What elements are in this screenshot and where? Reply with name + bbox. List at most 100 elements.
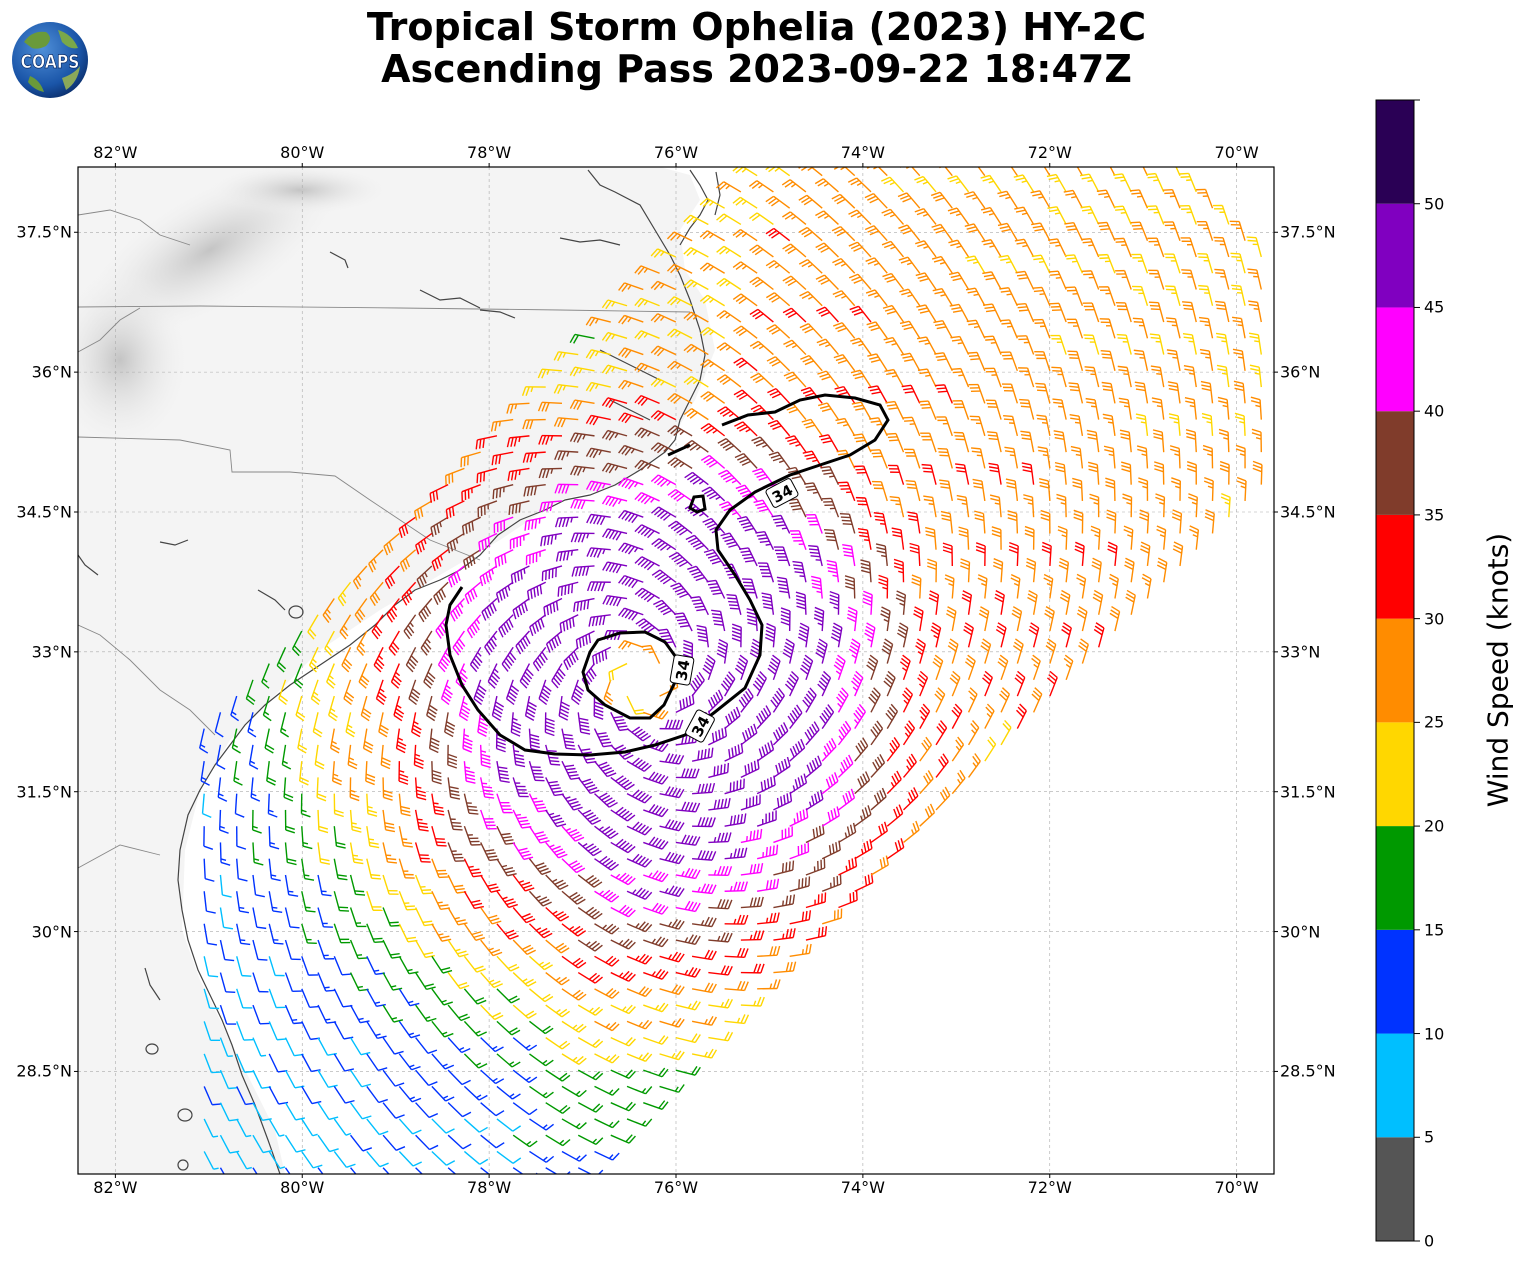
wind-barb bbox=[738, 688, 754, 713]
wind-barb bbox=[683, 279, 709, 291]
wind-barb bbox=[934, 687, 946, 713]
wind-barb bbox=[805, 789, 824, 811]
wind-barb bbox=[573, 597, 595, 613]
wind-barb bbox=[1232, 348, 1246, 371]
wind-barb bbox=[1199, 348, 1214, 371]
wind-barb bbox=[411, 712, 422, 738]
wind-barb bbox=[992, 558, 1004, 583]
wind-barb bbox=[1152, 429, 1165, 453]
wind-barb bbox=[782, 211, 807, 225]
wind-barb bbox=[1098, 286, 1116, 306]
wind-barb bbox=[1235, 444, 1246, 469]
wind-barb bbox=[999, 687, 1011, 713]
wind-barb bbox=[1013, 174, 1035, 193]
wind-barb bbox=[789, 943, 812, 957]
wind-barb bbox=[870, 754, 886, 778]
colorbar-tick-label: 40 bbox=[1424, 401, 1445, 421]
wind-barb bbox=[561, 858, 586, 874]
wind-barb bbox=[1165, 285, 1181, 306]
wind-barb bbox=[936, 416, 953, 437]
wind-barb bbox=[1196, 221, 1214, 241]
wind-barb bbox=[716, 277, 742, 291]
wind-barb bbox=[284, 809, 295, 834]
wind-barb bbox=[643, 836, 669, 850]
wind-barb bbox=[820, 465, 840, 485]
wind-barb bbox=[952, 400, 970, 420]
wind-barb bbox=[1069, 414, 1084, 436]
wind-barb bbox=[867, 353, 888, 372]
wind-barb bbox=[301, 891, 316, 913]
wind-barb bbox=[561, 890, 586, 905]
wind-barb bbox=[818, 434, 840, 453]
wind-barb bbox=[757, 878, 780, 892]
wind-barb bbox=[757, 562, 775, 583]
wind-barb bbox=[538, 434, 562, 445]
wind-barb bbox=[553, 351, 579, 362]
wind-barb bbox=[749, 340, 774, 356]
wind-barb bbox=[898, 224, 921, 242]
wind-barb bbox=[230, 695, 239, 722]
wind-barb bbox=[1003, 414, 1019, 437]
wind-barb bbox=[982, 670, 993, 697]
wind-barb bbox=[356, 630, 368, 656]
wind-barb bbox=[199, 728, 209, 754]
wind-barb bbox=[692, 817, 716, 828]
wind-barb bbox=[994, 590, 1005, 615]
wind-barb bbox=[203, 1086, 222, 1106]
wind-barb bbox=[618, 444, 644, 456]
wind-barb bbox=[724, 980, 749, 992]
wind-barb bbox=[496, 1150, 522, 1164]
wind-barb bbox=[985, 399, 1002, 420]
wind-barb bbox=[333, 956, 352, 976]
wind-barb bbox=[545, 1134, 571, 1147]
wind-barb bbox=[951, 367, 970, 388]
wind-barb bbox=[1109, 605, 1121, 632]
wind-barb bbox=[934, 352, 953, 372]
wind-barb bbox=[463, 858, 483, 878]
wind-barbs bbox=[199, 167, 1263, 1174]
wind-barb bbox=[805, 513, 823, 534]
wind-barb bbox=[848, 241, 872, 258]
wind-barb bbox=[594, 1020, 620, 1032]
wind-barb bbox=[203, 1021, 221, 1042]
wind-barb bbox=[529, 988, 554, 1003]
wind-barb bbox=[734, 654, 749, 681]
wind-barb bbox=[431, 1118, 455, 1134]
wind-barb bbox=[707, 689, 724, 713]
lat-tick-label-right: 36°N bbox=[1280, 362, 1321, 382]
wind-barb bbox=[203, 826, 214, 850]
wind-barb bbox=[347, 744, 358, 770]
wind-barb bbox=[837, 720, 852, 746]
wind-barb bbox=[509, 532, 530, 550]
wind-barb bbox=[216, 744, 226, 770]
wind-barb bbox=[955, 463, 970, 485]
wind-barb bbox=[1047, 238, 1067, 258]
wind-barb bbox=[951, 736, 965, 762]
wind-barb bbox=[383, 532, 400, 556]
wind-barb bbox=[490, 418, 514, 432]
wind-barb bbox=[1189, 525, 1200, 550]
wind-barb bbox=[895, 590, 907, 615]
wind-barb bbox=[821, 874, 842, 892]
wind-barb bbox=[569, 366, 595, 377]
wind-barb bbox=[203, 988, 220, 1010]
wind-barb bbox=[1185, 428, 1197, 453]
wind-barb bbox=[284, 972, 302, 993]
wind-barb bbox=[675, 934, 701, 945]
wind-barb bbox=[1121, 461, 1132, 485]
wind-barb bbox=[236, 1021, 254, 1041]
wind-barb bbox=[512, 939, 536, 956]
wind-barb bbox=[634, 524, 660, 539]
wind-barb bbox=[283, 777, 294, 802]
wind-barb bbox=[601, 299, 628, 310]
wind-barb bbox=[945, 606, 957, 632]
wind-barb bbox=[284, 1102, 306, 1121]
wind-barb bbox=[675, 967, 701, 978]
wind-barb bbox=[756, 775, 776, 795]
wind-barb bbox=[610, 1101, 636, 1112]
wind-barb bbox=[1165, 317, 1181, 339]
wind-barb bbox=[708, 1031, 734, 1042]
wind-barb bbox=[382, 1004, 404, 1023]
wind-barb bbox=[1250, 396, 1263, 420]
wind-barb bbox=[461, 484, 481, 502]
